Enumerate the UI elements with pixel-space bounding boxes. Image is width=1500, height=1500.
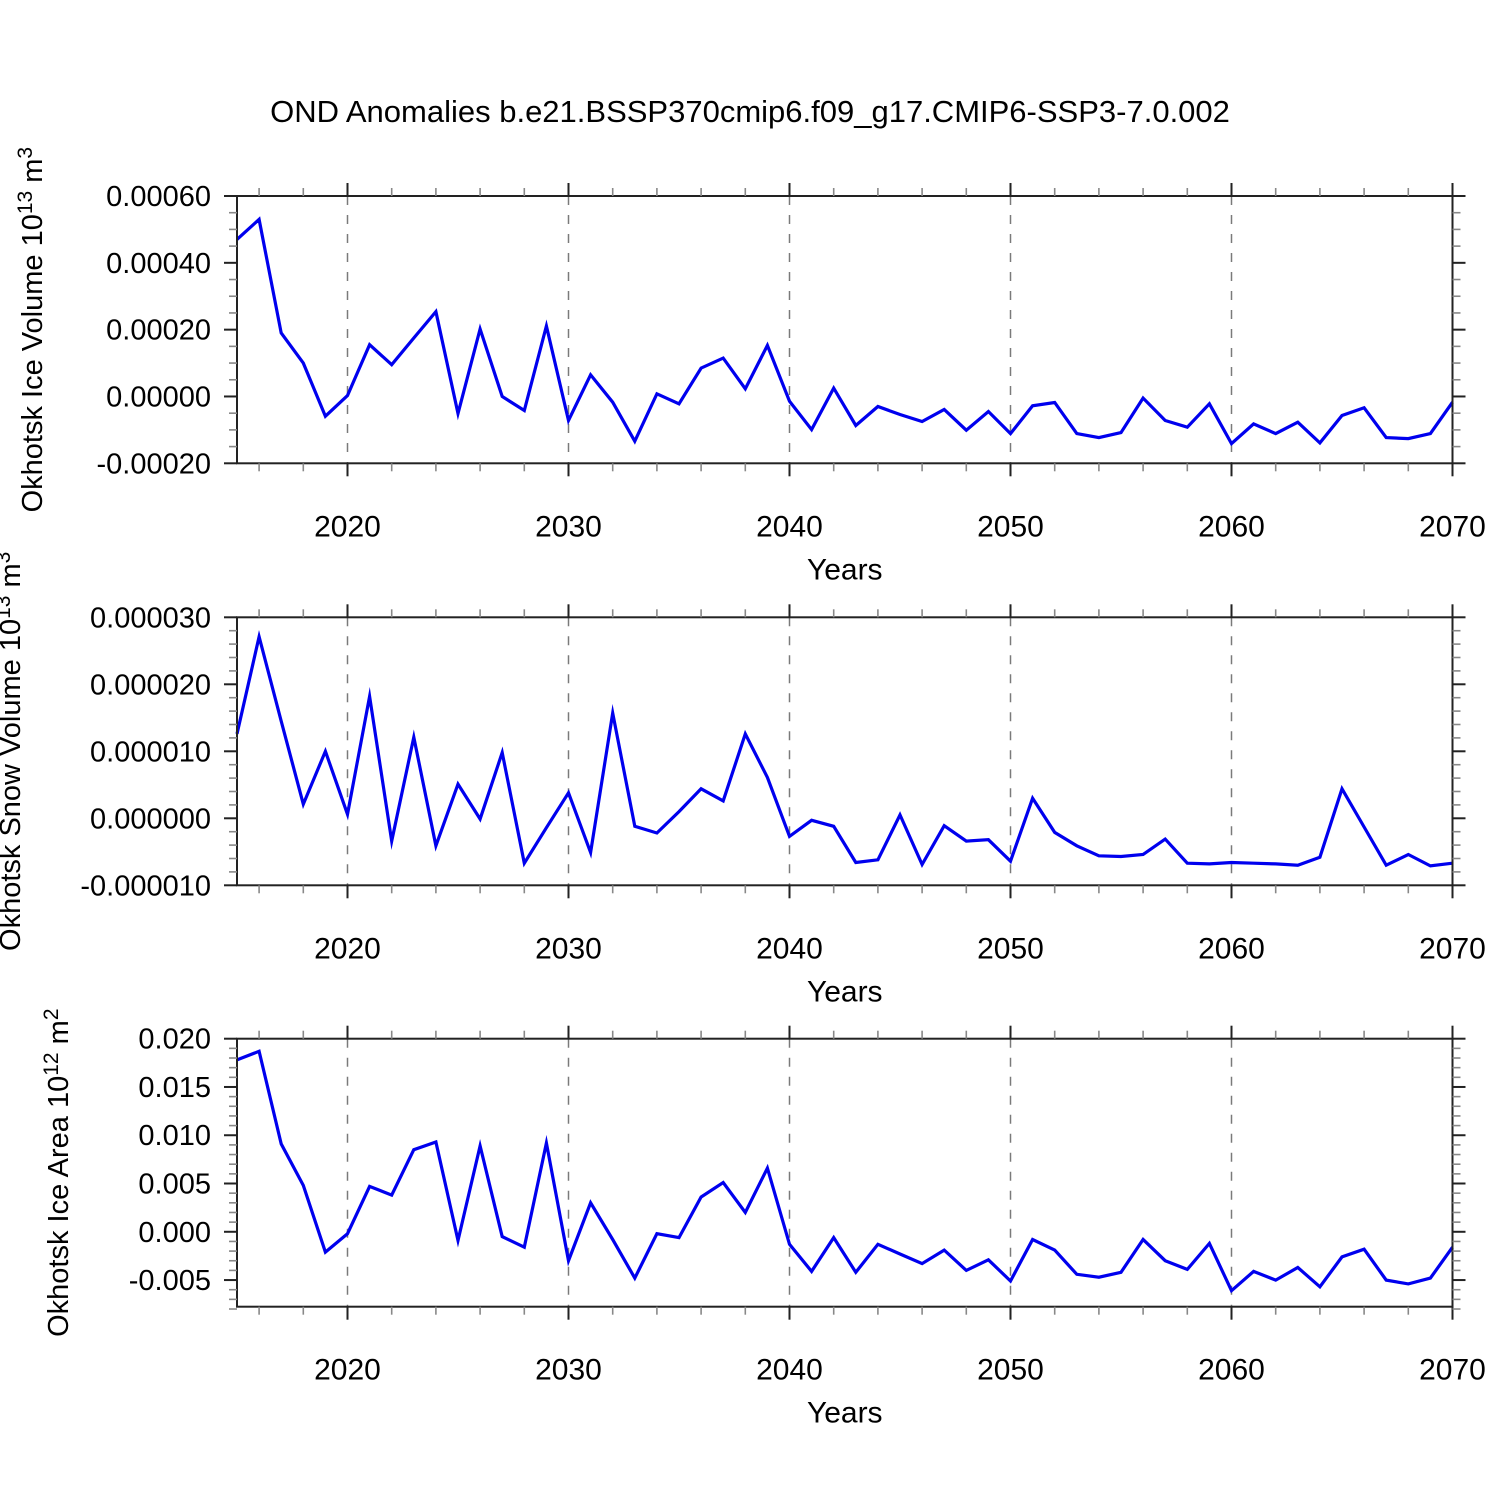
decade-gridlines [346, 196, 1233, 464]
x-tick-label-2050: 2050 [977, 932, 1044, 965]
x-tick-label-2040: 2040 [756, 510, 823, 543]
x-tick-label-2070: 2070 [1419, 1354, 1486, 1387]
x-axis-title: Years [807, 975, 883, 1008]
panel-okhotsk-snow-volume: 2020 2030 2040 2050 2060 2070 0.000030 0.000020… [0, 552, 1486, 1009]
x-tick-label-2050: 2050 [977, 1354, 1044, 1387]
y-tick-label-4: 0.000 [138, 1217, 211, 1249]
panel-okhotsk-ice-volume: 2020 2030 2040 2050 2060 2070 0.00060 0.00040 0.… [14, 147, 1486, 586]
decade-gridlines [346, 1038, 1233, 1307]
y-tick-label-3: 0.005 [138, 1169, 211, 1201]
x-tick-label-2060: 2060 [1198, 932, 1265, 965]
x-tick-label-2030: 2030 [535, 932, 602, 965]
y-tick-label-0: 0.020 [138, 1024, 211, 1056]
x-axis-title: Years [807, 553, 883, 586]
panel-okhotsk-ice-area: 2020 2030 2040 2050 2060 2070 0.020 0.015 0.010 0… [40, 1008, 1486, 1429]
x-axis-title: Years [807, 1397, 883, 1430]
x-tick-label-2070: 2070 [1419, 932, 1486, 965]
panel-border [236, 1037, 1454, 1308]
y-tick-label-2: 0.00020 [106, 315, 211, 347]
x-tick-label-2030: 2030 [535, 1354, 602, 1387]
decade-gridlines [346, 617, 1233, 886]
y-tick-label-3: 0.000000 [90, 803, 211, 835]
y-axis-title: Okhotsk Ice Volume 1013 m3 [14, 147, 49, 512]
x-tick-label-2020: 2020 [314, 510, 381, 543]
y-tick-label-2: 0.000010 [90, 736, 211, 768]
y-axis-title: Okhotsk Ice Area 1012 m2 [40, 1008, 75, 1336]
x-tick-label-2020: 2020 [314, 1354, 381, 1387]
axis-ticks [224, 1025, 1466, 1320]
okhotsk-ice-volume-series-line [235, 216, 1454, 447]
x-tick-label-2050: 2050 [977, 510, 1044, 543]
okhotsk-snow-volume-series-line [235, 629, 1453, 869]
y-axis-title: Okhotsk Snow Volume 1013 m3 [0, 552, 27, 951]
y-tick-label-4: -0.000010 [80, 870, 211, 902]
y-tick-label-0: 0.00060 [106, 181, 211, 213]
x-tick-label-2030: 2030 [535, 510, 602, 543]
y-tick-label-1: 0.00040 [106, 248, 211, 280]
y-tick-label-4: -0.00020 [97, 448, 212, 480]
y-tick-label-1: 0.000020 [90, 669, 211, 701]
y-tick-label-1: 0.015 [138, 1072, 211, 1104]
x-tick-label-2070: 2070 [1419, 510, 1486, 543]
x-tick-label-2040: 2040 [756, 932, 823, 965]
axis-ticks [224, 183, 1466, 477]
chart-title: OND Anomalies b.e21.BSSP370cmip6.f09_g17… [270, 94, 1230, 129]
y-tick-label-0: 0.000030 [90, 602, 211, 634]
axis-ticks [224, 604, 1466, 899]
y-tick-label-5: -0.005 [129, 1265, 211, 1297]
okhotsk-ice-area-series-line [236, 1049, 1454, 1294]
x-tick-label-2040: 2040 [756, 1354, 823, 1387]
y-tick-label-3: 0.00000 [106, 381, 211, 413]
x-tick-label-2060: 2060 [1198, 510, 1265, 543]
y-tick-label-2: 0.010 [138, 1120, 211, 1152]
x-tick-label-2060: 2060 [1198, 1354, 1265, 1387]
x-tick-label-2020: 2020 [314, 932, 381, 965]
